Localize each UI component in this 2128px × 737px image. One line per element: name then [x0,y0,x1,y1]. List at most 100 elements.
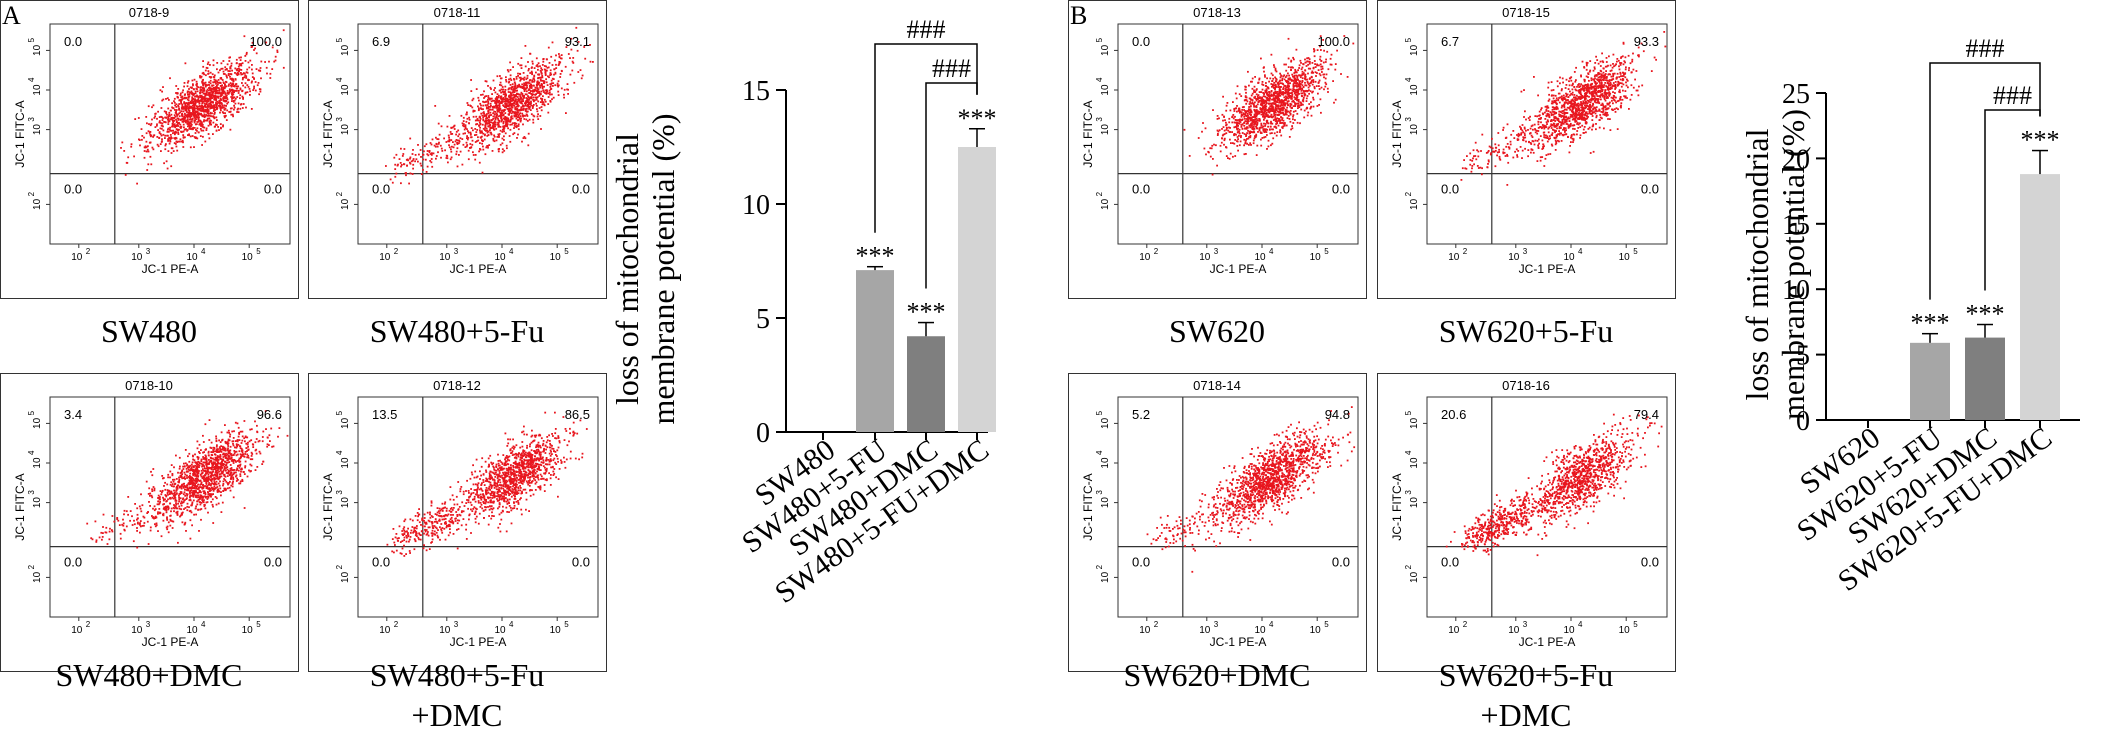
dot [453,503,456,506]
dot [206,105,209,108]
dot [200,501,203,504]
dot [198,105,201,108]
dot [187,476,190,478]
dot [450,127,453,129]
dot [520,119,522,122]
dot [204,492,207,494]
dot [500,461,503,464]
dot [543,91,545,93]
dot [401,155,404,157]
dot [193,493,195,496]
dot [191,476,194,479]
y-tick-label-group: 104 [335,77,351,96]
dot [224,66,227,69]
dot [226,76,228,79]
dot [90,537,93,540]
dot [550,73,553,76]
dot [498,505,501,508]
dot [541,103,544,106]
dot [167,128,169,131]
dot [505,99,507,102]
dot [532,89,535,92]
dot [208,92,211,94]
dot [222,106,225,109]
dot [239,475,242,477]
dot [468,492,470,494]
dot [176,120,178,123]
dot [189,121,192,124]
dot [488,122,491,125]
dot [506,120,509,122]
dot [476,119,478,122]
dot [172,478,174,481]
dot [459,150,462,153]
dot [206,88,209,91]
dot [524,451,527,454]
dot [509,471,512,473]
dot [204,69,207,72]
dot [419,149,422,151]
dot [227,443,229,446]
dot [466,117,469,120]
dot [488,108,491,111]
dot [201,79,204,82]
dot [111,530,114,533]
dot [215,477,218,480]
dot [540,90,543,93]
dot [498,110,500,112]
dot [222,447,225,450]
dot [222,124,224,127]
dot [140,493,142,496]
y-tick-label-group: 102 [27,564,43,583]
dot [181,139,184,142]
dot [268,434,271,437]
dot [247,61,250,64]
dot [188,88,190,90]
dot [200,469,203,472]
dot [229,56,231,59]
dot [164,148,167,151]
dot [186,118,189,120]
dot [260,60,263,63]
dot [230,476,232,479]
x-tick-label: 10 [242,625,254,636]
dot [465,141,468,144]
dot [545,65,547,68]
dot [511,86,514,89]
dot [209,476,212,478]
dot [175,488,178,491]
dot [199,495,202,498]
dot [206,63,209,65]
dot [229,75,231,78]
dot [157,530,159,532]
dot [565,112,567,114]
dot [191,113,194,116]
dot [543,98,546,101]
dot [219,95,222,98]
dot [481,139,483,141]
dot [189,476,191,479]
x-tick-exp: 4 [509,247,514,256]
dot [502,122,505,125]
dot [239,107,242,110]
dot [200,497,203,499]
dot [137,521,139,524]
dot [187,80,190,82]
dot [227,429,230,432]
dot [512,468,514,471]
x-tick-label: 10 [550,252,562,263]
dot [163,121,165,123]
dot [150,122,153,125]
dot [243,72,246,75]
dot [211,91,214,94]
dot [498,105,501,108]
dot [171,492,173,495]
dot [436,522,439,524]
dot [579,69,582,71]
dot [230,475,233,478]
dot [486,104,489,106]
dot [402,153,405,155]
dot [529,456,532,459]
dot [216,460,219,463]
dot [224,487,227,490]
